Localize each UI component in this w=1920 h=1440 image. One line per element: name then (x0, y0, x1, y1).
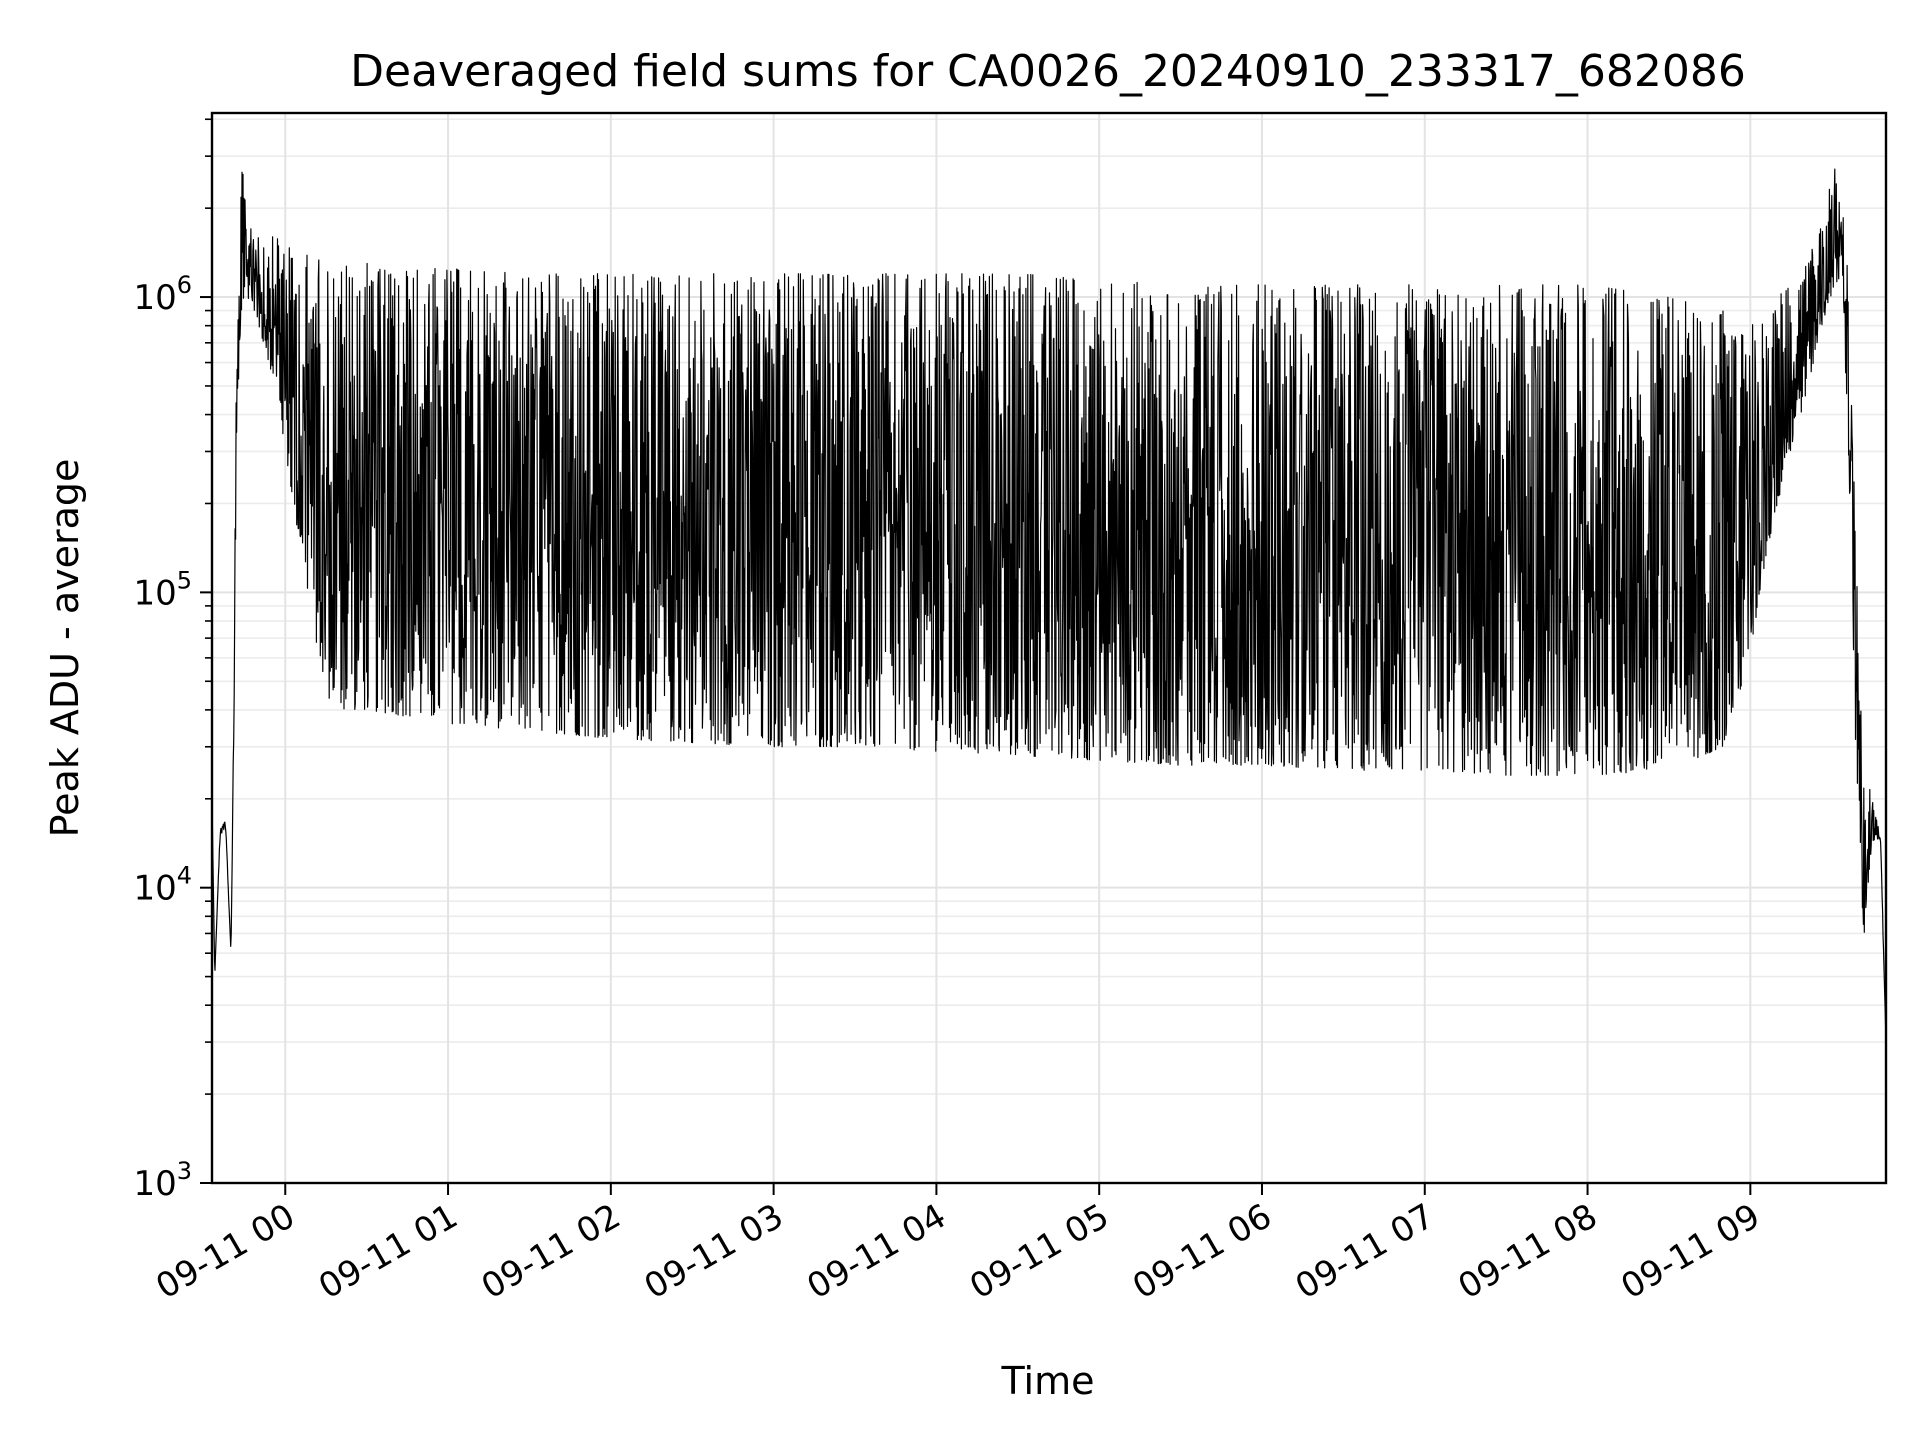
y-tick-label: 106 (133, 271, 192, 318)
x-axis-label: Time (1001, 1359, 1095, 1403)
y-tick-label: 103 (133, 1157, 192, 1204)
chart-title: Deaveraged field sums for CA0026_2024091… (350, 46, 1746, 97)
data-series (211, 168, 1887, 1043)
y-axis: 103 104 105 106 (133, 118, 212, 1204)
y-tick-label: 105 (133, 566, 192, 613)
y-tick-label: 104 (133, 862, 192, 909)
series-line (211, 168, 1887, 1043)
y-axis-label: Peak ADU - average (43, 459, 87, 838)
plot-frame (210, 111, 1888, 1185)
